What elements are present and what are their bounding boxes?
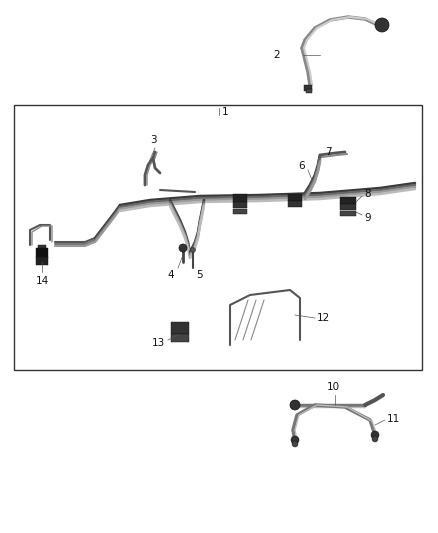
Bar <box>233 202 247 208</box>
Bar <box>171 322 189 334</box>
Bar <box>14 105 422 370</box>
Text: 8: 8 <box>364 189 371 199</box>
Circle shape <box>371 431 379 439</box>
Bar <box>288 193 302 200</box>
Text: 4: 4 <box>167 270 174 280</box>
Text: 13: 13 <box>152 338 165 348</box>
Text: 12: 12 <box>317 313 330 323</box>
Text: 14: 14 <box>35 276 49 286</box>
Text: 6: 6 <box>298 161 305 171</box>
Circle shape <box>179 244 187 252</box>
Circle shape <box>291 436 299 444</box>
Circle shape <box>191 247 195 253</box>
Text: 5: 5 <box>196 270 203 280</box>
Circle shape <box>290 400 300 410</box>
Bar <box>38 245 46 251</box>
Text: 11: 11 <box>387 414 400 424</box>
Bar <box>38 251 46 255</box>
Text: 3: 3 <box>150 135 156 145</box>
Bar <box>306 89 312 93</box>
Bar <box>340 204 356 210</box>
Text: 9: 9 <box>364 213 371 223</box>
Circle shape <box>375 18 389 32</box>
Bar <box>233 208 247 214</box>
Bar <box>171 334 189 342</box>
Bar <box>340 197 356 204</box>
Bar <box>288 201 302 207</box>
Bar <box>36 248 48 258</box>
Text: 7: 7 <box>325 147 332 157</box>
Text: 2: 2 <box>273 50 280 60</box>
Bar <box>233 194 247 202</box>
Text: 1: 1 <box>222 107 229 117</box>
Text: 10: 10 <box>326 382 339 392</box>
Bar <box>304 85 312 91</box>
Circle shape <box>372 436 378 442</box>
Circle shape <box>292 441 298 447</box>
Bar <box>340 211 356 215</box>
Bar <box>36 257 48 265</box>
